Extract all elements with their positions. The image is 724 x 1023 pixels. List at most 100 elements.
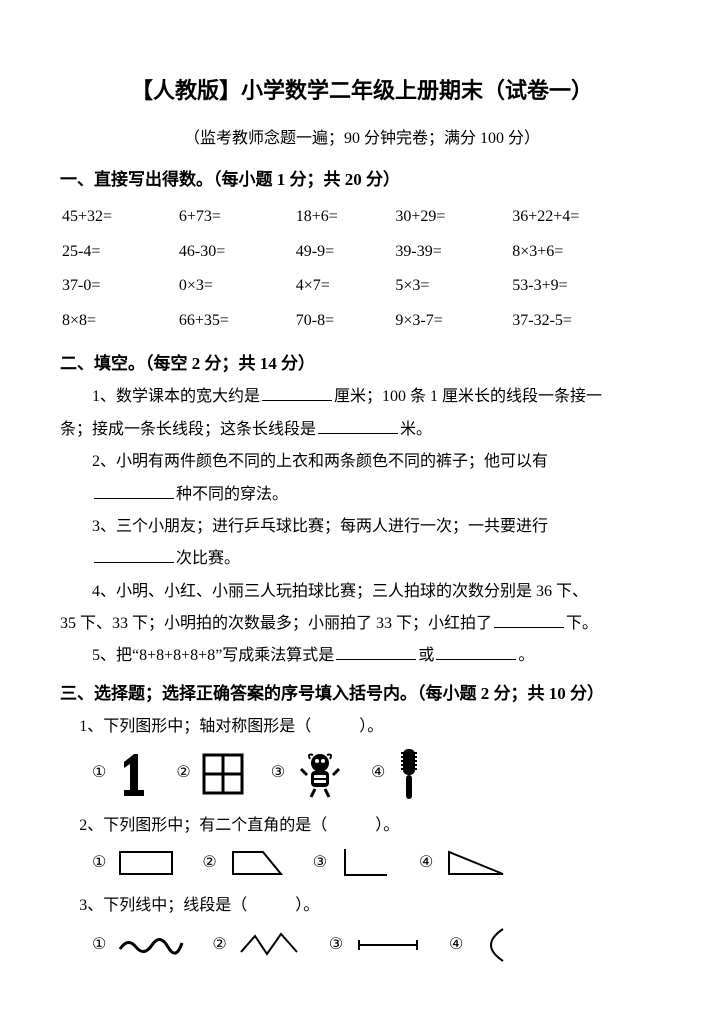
- choice-3[interactable]: ③: [329, 930, 423, 960]
- arith-cell: 9×3-7=: [393, 304, 510, 338]
- choice-num: ②: [202, 848, 216, 878]
- right-triangle-icon: [443, 846, 509, 880]
- comb-icon: [395, 747, 423, 801]
- q3-2-choices: ① ② ③ ④: [92, 845, 664, 881]
- arith-cell: 8×8=: [60, 304, 177, 338]
- choice-1[interactable]: ①: [92, 750, 150, 798]
- arith-cell: 39-39=: [393, 235, 510, 269]
- rectangle-icon: [116, 848, 176, 878]
- blank[interactable]: [262, 385, 332, 401]
- q2-4-line1: 4、小明、小红、小丽三人玩拍球比赛；三人拍球的次数分别是 36 下、: [60, 577, 664, 607]
- text: 。: [518, 647, 534, 664]
- blank[interactable]: [436, 644, 516, 660]
- choice-num: ①: [92, 758, 106, 788]
- arith-cell: 6+73=: [177, 200, 294, 234]
- text: 3、三个小朋友；进行乒乓球比赛；每两人进行一次；一共要进行: [92, 518, 548, 535]
- choice-4[interactable]: ④: [419, 846, 509, 880]
- choice-3[interactable]: ③: [313, 845, 393, 881]
- choice-num: ③: [329, 930, 343, 960]
- text: 下。: [566, 615, 598, 632]
- choice-1[interactable]: ①: [92, 848, 176, 878]
- text: 5、把“8+8+8+8+8”写成乘法算式是: [92, 647, 334, 664]
- arith-cell: 53-3+9=: [510, 269, 664, 303]
- arith-cell: 66+35=: [177, 304, 294, 338]
- section1-head: 一、直接写出得数。（每小题 1 分；共 20 分）: [60, 164, 664, 196]
- choice-num: ④: [449, 930, 463, 960]
- choice-1[interactable]: ①: [92, 930, 186, 960]
- q2-2-line2: 种不同的穿法。: [60, 480, 664, 510]
- arith-cell: 36+22+4=: [510, 200, 664, 234]
- trapezoid-icon: [227, 846, 287, 880]
- arith-cell: 49-9=: [294, 235, 394, 269]
- wavy-line-icon: [116, 933, 186, 957]
- choice-num: ①: [92, 930, 106, 960]
- choice-2[interactable]: ②: [176, 752, 244, 796]
- choice-2[interactable]: ②: [212, 930, 302, 960]
- choice-num: ③: [271, 758, 285, 788]
- choice-num: ②: [212, 930, 226, 960]
- q2-3-line1: 3、三个小朋友；进行乒乓球比赛；每两人进行一次；一共要进行: [60, 512, 664, 542]
- arc-icon: [473, 925, 513, 965]
- q2-3-line2: 次比赛。: [60, 544, 664, 574]
- arith-cell: 8×3+6=: [510, 235, 664, 269]
- choice-2[interactable]: ②: [202, 846, 286, 880]
- choice-4[interactable]: ④: [371, 747, 423, 801]
- blank[interactable]: [494, 612, 564, 628]
- arith-cell: 18+6=: [294, 200, 394, 234]
- arith-cell: 37-0=: [60, 269, 177, 303]
- q3-2: 2、下列图形中；有二个直角的是（ ）。: [60, 811, 664, 841]
- choice-3[interactable]: ③: [271, 749, 345, 799]
- text: 或: [418, 647, 434, 664]
- table-row: 45+32= 6+73= 18+6= 30+29= 36+22+4=: [60, 200, 664, 234]
- q2-5: 5、把“8+8+8+8+8”写成乘法算式是 或 。: [60, 641, 664, 671]
- arith-cell: 30+29=: [393, 200, 510, 234]
- text: 1、数学课本的宽大约是: [92, 388, 260, 405]
- arith-cell: 70-8=: [294, 304, 394, 338]
- text: 厘米；100 条 1 厘米长的线段一条接一: [334, 388, 602, 405]
- choice-num: ①: [92, 848, 106, 878]
- arith-cell: 0×3=: [177, 269, 294, 303]
- blank[interactable]: [318, 418, 398, 434]
- q2-4-line2: 35 下、33 下；小明拍的次数最多；小丽拍了 33 下；小红拍了 下。: [60, 609, 664, 639]
- choice-num: ④: [419, 848, 433, 878]
- arith-cell: 4×7=: [294, 269, 394, 303]
- digit-one-icon: [116, 750, 150, 798]
- text: 条；接成一条长线段；这条长线段是: [60, 421, 316, 438]
- q3-3-choices: ① ② ③ ④: [92, 925, 664, 965]
- arith-cell: 5×3=: [393, 269, 510, 303]
- text: 4、小明、小红、小丽三人玩拍球比赛；三人拍球的次数分别是 36 下、: [92, 583, 588, 600]
- q2-2-line1: 2、小明有两件颜色不同的上衣和两条颜色不同的裤子；他可以有: [60, 447, 664, 477]
- table-row: 25-4= 46-30= 49-9= 39-39= 8×3+6=: [60, 235, 664, 269]
- text: 种不同的穿法。: [176, 486, 288, 503]
- right-angle-icon: [337, 845, 393, 881]
- section3-head: 三、选择题；选择正确答案的序号填入括号内。（每小题 2 分；共 10 分）: [60, 678, 664, 710]
- q3-1-choices: ① ② ③: [92, 747, 664, 801]
- blank[interactable]: [94, 483, 174, 499]
- choice-num: ②: [176, 758, 190, 788]
- blank[interactable]: [94, 547, 174, 563]
- arith-cell: 25-4=: [60, 235, 177, 269]
- arithmetic-table: 45+32= 6+73= 18+6= 30+29= 36+22+4= 25-4=…: [60, 200, 664, 338]
- grid-square-icon: [201, 752, 245, 796]
- text: 次比赛。: [176, 550, 240, 567]
- q3-3: 3、下列线中；线段是（ ）。: [60, 891, 664, 921]
- q2-1-line2: 条；接成一条长线段；这条长线段是 米。: [60, 415, 664, 445]
- table-row: 8×8= 66+35= 70-8= 9×3-7= 37-32-5=: [60, 304, 664, 338]
- blank[interactable]: [336, 644, 416, 660]
- line-segment-icon: [353, 937, 423, 953]
- section2-head: 二、填空。（每空 2 分；共 14 分）: [60, 348, 664, 380]
- table-row: 37-0= 0×3= 4×7= 5×3= 53-3+9=: [60, 269, 664, 303]
- choice-4[interactable]: ④: [449, 925, 513, 965]
- page-title: 【人教版】小学数学二年级上册期末（试卷一）: [60, 70, 664, 112]
- arith-cell: 37-32-5=: [510, 304, 664, 338]
- arith-cell: 45+32=: [60, 200, 177, 234]
- zigzag-line-icon: [237, 930, 303, 960]
- q2-1-line1: 1、数学课本的宽大约是 厘米；100 条 1 厘米长的线段一条接一: [60, 382, 664, 412]
- cartoon-figure-icon: [295, 749, 345, 799]
- choice-num: ③: [313, 848, 327, 878]
- text: 2、小明有两件颜色不同的上衣和两条颜色不同的裤子；他可以有: [92, 453, 548, 470]
- text: 35 下、33 下；小明拍的次数最多；小丽拍了 33 下；小红拍了: [60, 615, 492, 632]
- arith-cell: 46-30=: [177, 235, 294, 269]
- text: 米。: [400, 421, 432, 438]
- choice-num: ④: [371, 758, 385, 788]
